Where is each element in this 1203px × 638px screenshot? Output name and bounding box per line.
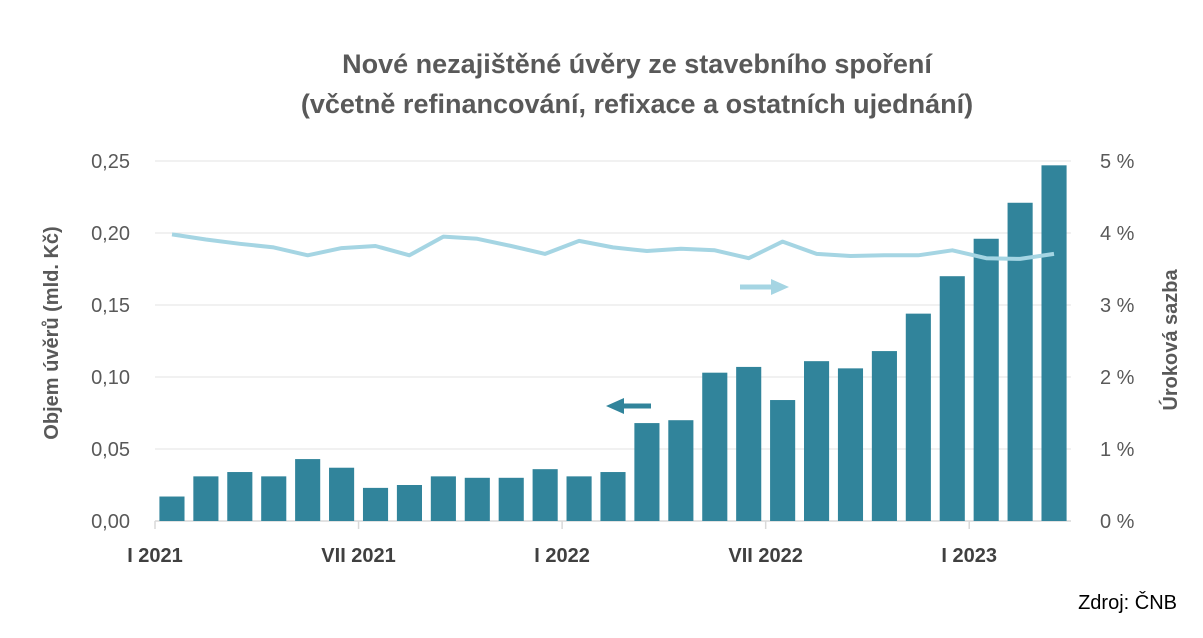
chart-title-line1: Nové nezajištěné úvěry ze stavebního spo…	[342, 49, 933, 79]
bar	[1007, 202, 1033, 521]
bar	[362, 487, 389, 521]
gridlines	[155, 160, 1071, 522]
y-tick-right: 3 %	[1100, 295, 1135, 317]
bar	[193, 476, 219, 521]
bar	[600, 472, 626, 521]
bar	[227, 472, 253, 521]
x-tick-label: VII 2021	[321, 545, 396, 567]
bar	[702, 372, 728, 521]
bar	[396, 485, 422, 521]
y-tick-left: 0,25	[91, 151, 130, 173]
y-tick-right: 1 %	[1100, 439, 1135, 461]
y-tick-left: 0,05	[91, 439, 130, 461]
y-tick-left: 0,00	[91, 511, 130, 533]
bar	[261, 476, 287, 521]
bar	[566, 476, 592, 521]
right-arrow-icon	[740, 279, 789, 295]
bar	[634, 423, 660, 521]
bar	[804, 361, 830, 521]
left-arrow-icon	[606, 398, 651, 414]
y-tick-right: 5 %	[1100, 151, 1135, 173]
bar	[837, 368, 864, 521]
x-tick-label: I 2021	[127, 545, 183, 567]
bar	[871, 351, 897, 521]
bar	[329, 467, 355, 521]
bar	[939, 276, 965, 521]
y-tick-right: 4 %	[1100, 223, 1135, 245]
bar	[905, 313, 931, 521]
bar	[498, 477, 524, 521]
x-axis-ticks: I 2021 VII 2021 I 2022 VII 2022 I 2023	[127, 521, 997, 567]
x-tick-label: VII 2022	[728, 545, 803, 567]
x-tick-label: I 2023	[941, 545, 997, 567]
source-note: Zdroj: ČNB	[1078, 591, 1177, 614]
bar	[464, 477, 490, 521]
y-tick-left: 0,10	[91, 367, 130, 389]
bar	[295, 459, 321, 521]
y-tick-left: 0,15	[91, 295, 130, 317]
bar	[532, 469, 558, 521]
x-tick-label: I 2022	[534, 545, 590, 567]
bar	[770, 400, 796, 521]
y-tick-right: 0 %	[1100, 511, 1135, 533]
y-tick-right: 2 %	[1100, 367, 1135, 389]
interest-rate-line	[171, 232, 1055, 261]
y-tick-left: 0,20	[91, 223, 130, 245]
bar	[1041, 165, 1067, 521]
y-axis-label-left: Objem úvěrů (mld. Kč)	[41, 226, 63, 439]
right-axis-ticks: 0 % 1 % 2 % 3 % 4 % 5 %	[1100, 151, 1135, 533]
bar-series	[159, 165, 1067, 521]
left-axis-ticks: 0,00 0,05 0,10 0,15 0,20 0,25	[91, 151, 130, 533]
y-axis-label-right: Úroková sazba	[1158, 269, 1182, 411]
bar	[430, 476, 456, 521]
chart-title-line2: (včetně refinancování, refixace a ostatn…	[301, 89, 973, 119]
bar	[736, 366, 762, 521]
bar	[668, 420, 694, 521]
bar	[973, 238, 999, 521]
bar	[159, 496, 185, 521]
